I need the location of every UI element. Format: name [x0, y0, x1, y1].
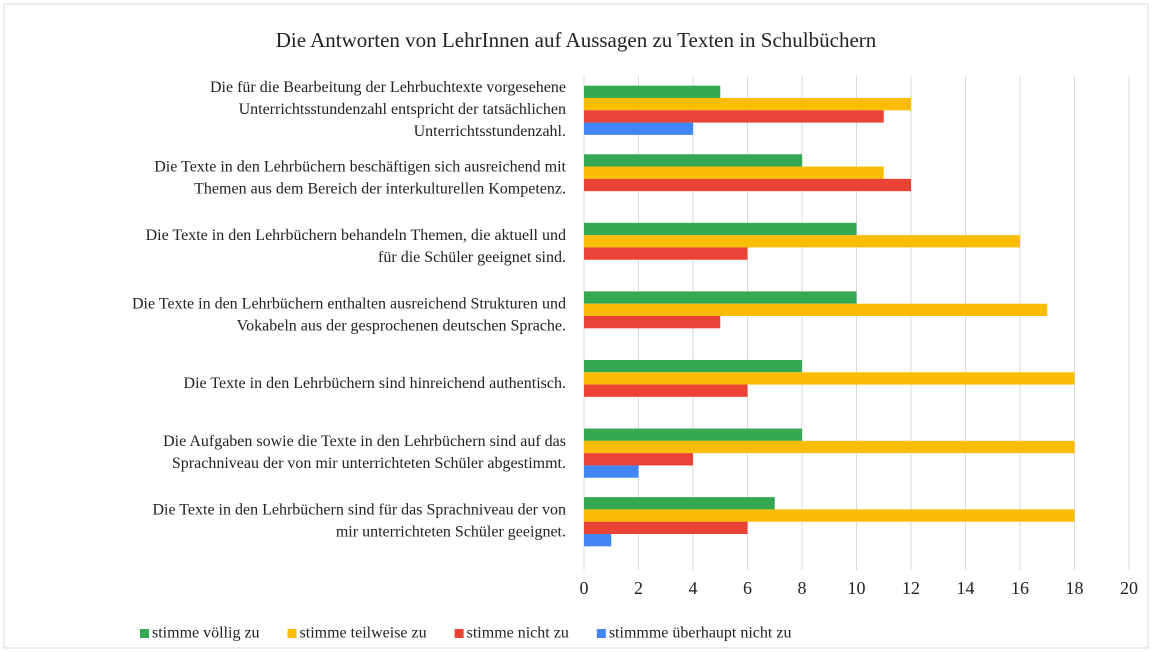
- y-tick-label: Unterrichtsstundenzahl entspricht der ta…: [239, 101, 566, 118]
- bar: [584, 303, 1048, 316]
- bar: [584, 85, 721, 98]
- bar: [584, 384, 748, 397]
- y-tick-label: Die Texte in den Lehrbüchern behandeln T…: [146, 227, 566, 244]
- legend-label: stimme nicht zu: [467, 625, 569, 642]
- legend-swatch: [287, 629, 297, 638]
- bar: [584, 247, 748, 260]
- bar: [584, 166, 884, 179]
- y-tick-label: Sprachniveau der von mir unterrichteten …: [172, 455, 566, 472]
- y-tick-label: Unterrichtsstundenzahl.: [414, 123, 566, 140]
- y-tick-label: Die Texte in den Lehrbüchern sind für da…: [152, 501, 566, 518]
- x-tick-label: 4: [689, 578, 698, 598]
- y-tick-label: mir unterrichteten Schüler geeignet.: [336, 523, 566, 540]
- bar: [584, 497, 775, 510]
- y-tick-label: Die Texte in den Lehrbüchern beschäftige…: [154, 159, 566, 176]
- y-tick-label: Die Aufgaben sowie die Texte in den Lehr…: [163, 433, 566, 450]
- x-tick-label: 8: [798, 578, 807, 598]
- bar: [584, 178, 911, 192]
- legend-label: stimmme überhaupt nicht zu: [609, 625, 792, 642]
- bar: [584, 122, 693, 135]
- bar: [584, 372, 1075, 385]
- bar: [584, 521, 748, 535]
- bar: [584, 509, 1075, 522]
- legend-label: stimme völlig zu: [152, 625, 260, 642]
- x-tick-label: 0: [580, 578, 589, 598]
- x-tick-label: 6: [743, 578, 752, 598]
- bar: [584, 222, 857, 236]
- x-tick-label: 14: [957, 578, 975, 598]
- legend-swatch: [140, 629, 149, 638]
- y-tick-label: Die Texte in den Lehrbüchern sind hinrei…: [184, 375, 566, 392]
- x-tick-label: 2: [634, 578, 643, 598]
- chart-border: [3, 3, 1149, 649]
- bar: [584, 453, 693, 466]
- legend-label: stimme teilweise zu: [300, 625, 427, 642]
- legend-swatch: [454, 629, 464, 638]
- y-tick-label: Themen aus dem Bereich der interkulturel…: [194, 181, 566, 198]
- x-tick-label: 20: [1120, 578, 1138, 598]
- bar: [584, 440, 1075, 454]
- x-tick-label: 12: [902, 578, 920, 598]
- x-tick-label: 18: [1066, 578, 1084, 598]
- chart-title: Die Antworten von LehrInnen auf Aussagen…: [276, 28, 877, 52]
- x-tick-label: 10: [848, 578, 866, 598]
- bar: [584, 316, 721, 329]
- y-tick-label: Die für die Bearbeitung der Lehrbuchtext…: [210, 79, 566, 96]
- legend-swatch: [596, 629, 606, 638]
- y-tick-label: Die Texte in den Lehrbüchern enthalten a…: [132, 296, 566, 313]
- bar: [584, 110, 884, 123]
- y-tick-label: für die Schüler geeignet sind.: [378, 249, 566, 266]
- x-tick-label: 16: [1011, 578, 1029, 598]
- bar: [584, 359, 802, 373]
- bar: [584, 154, 802, 167]
- bar: [584, 534, 612, 547]
- y-tick-label: Vokabeln aus der gesprochenen deutschen …: [237, 318, 566, 335]
- bar: [584, 291, 857, 304]
- bar: [584, 428, 802, 441]
- bar: [584, 97, 911, 111]
- bar: [584, 235, 1020, 248]
- bar: [584, 465, 639, 478]
